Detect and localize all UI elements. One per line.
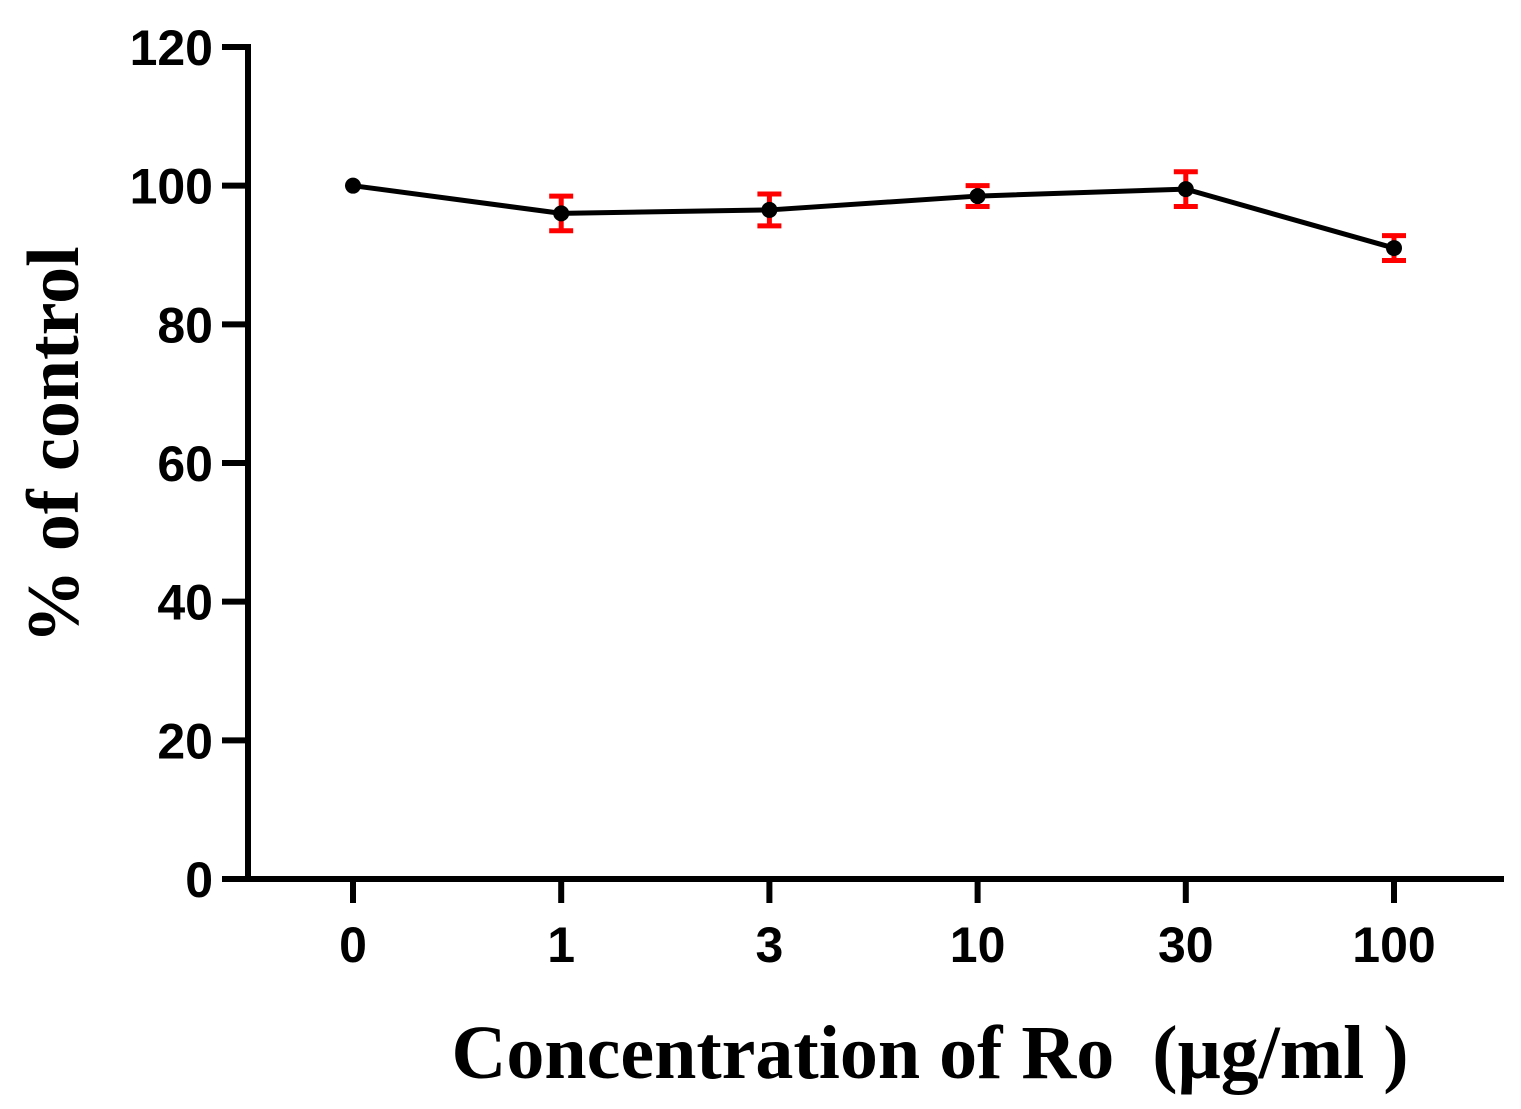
data-point bbox=[969, 188, 986, 205]
series-line bbox=[352, 183, 1395, 251]
x-tick-label: 10 bbox=[950, 917, 1006, 973]
y-tick-label: 0 bbox=[185, 852, 213, 908]
x-tick-label: 1 bbox=[547, 917, 575, 973]
y-tick-label: 80 bbox=[157, 297, 213, 353]
y-axis-title: % of control bbox=[13, 246, 95, 643]
y-tick-label: 40 bbox=[157, 575, 213, 631]
x-tick-label: 30 bbox=[1158, 917, 1214, 973]
y-tick-label: 60 bbox=[157, 436, 213, 492]
data-point bbox=[1177, 181, 1194, 198]
data-point bbox=[345, 177, 361, 194]
x-tick-label: 0 bbox=[339, 917, 367, 973]
y-tick-label: 100 bbox=[130, 159, 213, 215]
x-ticks: 0 1 3 10 30 100 bbox=[339, 879, 1436, 973]
axes bbox=[222, 44, 1504, 882]
x-tick-label: 100 bbox=[1352, 917, 1435, 973]
x-axis-title: Concentration of Ro (μg/ml ) bbox=[451, 1011, 1408, 1095]
y-tick-label: 120 bbox=[130, 20, 213, 76]
data-point bbox=[553, 205, 570, 222]
y-ticks: 0 20 40 60 80 100 120 bbox=[130, 20, 248, 908]
data-point bbox=[1386, 240, 1402, 257]
x-tick-label: 3 bbox=[755, 917, 783, 973]
series bbox=[345, 169, 1406, 264]
data-point bbox=[761, 201, 778, 218]
y-tick-label: 20 bbox=[157, 713, 213, 769]
